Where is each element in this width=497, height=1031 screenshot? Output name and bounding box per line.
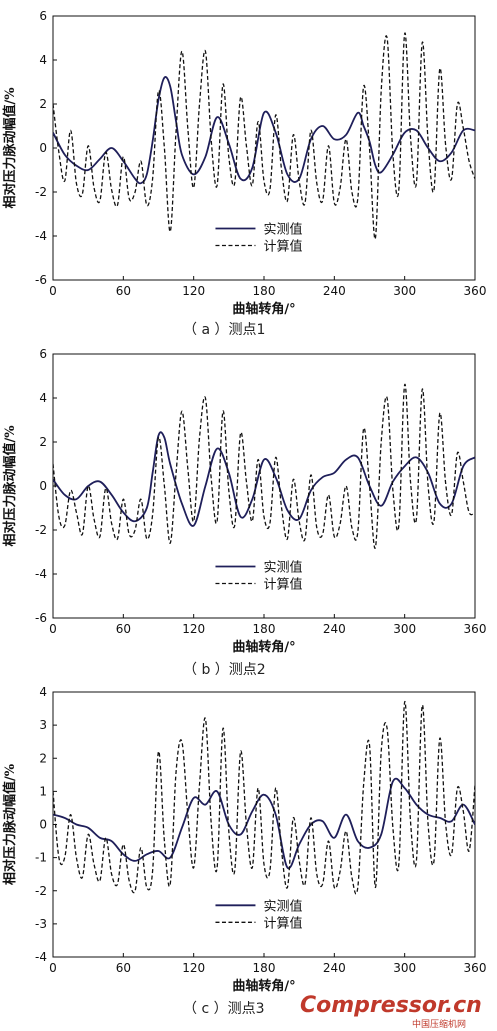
x-tick-label: 180	[253, 961, 276, 975]
series-line-measured	[53, 777, 475, 870]
legend-label: 计算值	[263, 915, 302, 931]
legend-label: 计算值	[263, 577, 302, 593]
y-tick-label: 2	[39, 751, 47, 765]
y-tick-label: 4	[39, 391, 47, 405]
chart-panels: 0 60 120 180 240 300 360-6-4-20246曲轴转角/°相对压力脉动…	[2, 9, 486, 1017]
x-axis-label: 曲轴转角/°	[232, 978, 295, 994]
watermark: Compressor.cn 中国压缩机网	[300, 993, 482, 1030]
x-axis-label: 曲轴转角/°	[232, 301, 295, 317]
x-tick-label: 60	[116, 284, 131, 298]
y-tick-label: 0	[39, 479, 47, 493]
x-tick-label: 180	[253, 284, 276, 298]
y-tick-label: -2	[35, 884, 47, 898]
y-tick-label: 0	[39, 141, 47, 155]
y-tick-label: 2	[39, 435, 47, 449]
x-tick-label: 360	[464, 284, 487, 298]
y-tick-label: 4	[39, 53, 47, 67]
y-tick-label: 4	[39, 685, 47, 699]
x-tick-label: 300	[393, 961, 416, 975]
legend-label: 计算值	[263, 239, 302, 255]
panel-caption: （ b ）测点2	[183, 662, 266, 678]
y-tick-label: 2	[39, 97, 47, 111]
x-tick-label: 240	[323, 622, 346, 636]
x-tick-label: 120	[182, 961, 205, 975]
series-line-calculated	[53, 701, 475, 895]
x-tick-label: 360	[464, 961, 487, 975]
y-tick-label: 0	[39, 818, 47, 832]
x-tick-label: 0	[49, 284, 57, 298]
series-line-measured	[53, 76, 475, 185]
x-tick-label: 120	[182, 284, 205, 298]
x-tick-label: 120	[182, 622, 205, 636]
x-tick-label: 0	[49, 961, 57, 975]
x-axis-label: 曲轴转角/°	[232, 639, 295, 655]
x-tick-label: 360	[464, 622, 487, 636]
panel-caption: （ c ）测点3	[183, 1001, 265, 1017]
y-tick-label: -2	[35, 185, 47, 199]
series-line-calculated	[53, 32, 475, 240]
x-tick-label: 180	[253, 622, 276, 636]
chart-panel-3: 0 60 120 180 240 300 360 -4 -3 -2 -1 0 1 2 3 4 曲轴转角/° 相对压…	[2, 685, 486, 1017]
legend-label: 实测值	[263, 560, 302, 576]
y-tick-label: -1	[35, 851, 47, 865]
x-tick-label: 60	[116, 961, 131, 975]
y-tick-label: -4	[35, 229, 47, 243]
y-tick-label: -2	[35, 523, 47, 537]
x-tick-label: 0	[49, 622, 57, 636]
panel-caption: （ a ）测点1	[183, 322, 265, 338]
x-tick-label: 60	[116, 622, 131, 636]
y-tick-label: -4	[35, 950, 47, 964]
x-tick-label: 300	[393, 284, 416, 298]
y-tick-label: -6	[35, 273, 47, 287]
x-tick-label: 300	[393, 622, 416, 636]
legend-label: 实测值	[263, 222, 302, 238]
x-tick-label: 240	[323, 284, 346, 298]
y-tick-label: 6	[39, 9, 47, 23]
y-axis-label: 相对压力脉动幅值/%	[2, 425, 18, 547]
y-tick-label: -3	[35, 917, 47, 931]
chart-panel-2: 0 60 120 180 240 300 360 -6 -4 -2 0 2 4 6 曲轴转角/° 相对压力脉动…	[2, 347, 486, 678]
series-line-calculated	[53, 384, 475, 549]
y-tick-label: 3	[39, 718, 47, 732]
series-line-measured	[53, 431, 475, 527]
y-tick-label: 6	[39, 347, 47, 361]
y-tick-label: -6	[35, 611, 47, 625]
y-axis-label: 相对压力脉动幅值/%	[2, 763, 18, 885]
y-tick-label: -4	[35, 567, 47, 581]
watermark-brand: Compressor.cn	[300, 993, 482, 1018]
watermark-subtitle: 中国压缩机网	[412, 1018, 466, 1030]
legend-label: 实测值	[263, 898, 302, 914]
y-tick-label: 1	[39, 784, 47, 798]
y-axis-label: 相对压力脉动幅值/%	[2, 87, 18, 209]
chart-panel-1: 0 60 120 180 240 300 360 -6 -4 -2 0 2 4 6 曲轴转角/° 相对压力脉动…	[2, 9, 486, 338]
x-tick-label: 240	[323, 961, 346, 975]
